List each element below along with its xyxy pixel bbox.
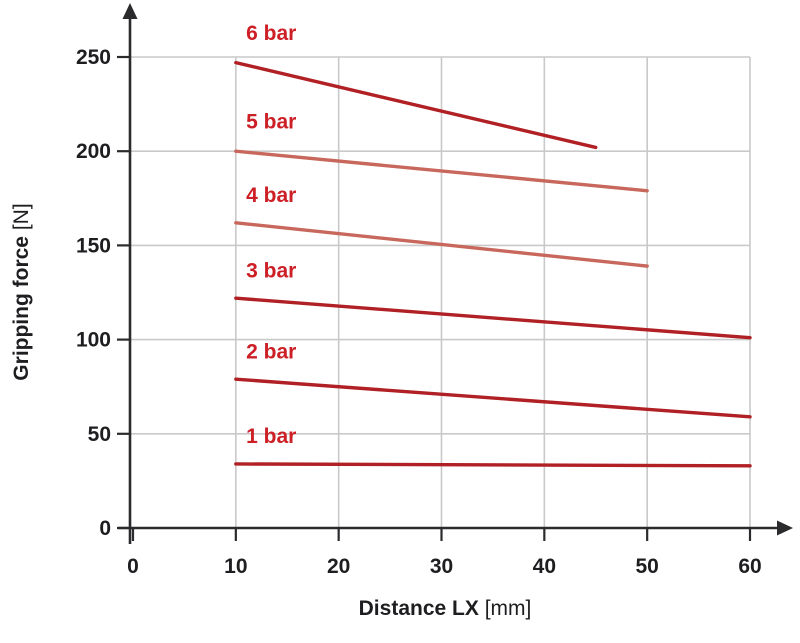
series-label-5-bar: 5 bar bbox=[246, 111, 296, 134]
y-tick-label: 0 bbox=[99, 517, 111, 540]
y-axis-unit: [N] bbox=[10, 203, 33, 231]
series-label-3-bar: 3 bar bbox=[246, 259, 296, 282]
series-label-6-bar: 6 bar bbox=[246, 22, 296, 45]
x-tick-label: 0 bbox=[127, 555, 139, 578]
x-axis-title: Distance LX [mm] bbox=[120, 597, 770, 621]
series-label-2-bar: 2 bar bbox=[246, 340, 296, 363]
y-axis-title: Gripping force [N] bbox=[10, 92, 34, 492]
x-axis-arrow-icon bbox=[777, 520, 793, 536]
y-axis-arrow-icon bbox=[122, 3, 138, 19]
series-label-1-bar: 1 bar bbox=[246, 425, 296, 448]
y-tick-label: 200 bbox=[76, 140, 111, 163]
x-axis-label: Distance LX bbox=[358, 597, 479, 620]
x-tick-label: 60 bbox=[738, 555, 761, 578]
x-tick-label: 40 bbox=[533, 555, 556, 578]
y-axis-label: Gripping force bbox=[10, 236, 33, 381]
series-line-4-bar bbox=[234, 221, 649, 268]
y-tick-label: 250 bbox=[76, 46, 111, 69]
series-line-2-bar bbox=[234, 377, 752, 419]
series-line-3-bar bbox=[234, 296, 752, 340]
y-tick-label: 50 bbox=[88, 423, 111, 446]
series-line-1-bar bbox=[234, 462, 752, 468]
series-line-5-bar bbox=[234, 149, 649, 193]
x-tick-label: 50 bbox=[635, 555, 658, 578]
x-tick-label: 30 bbox=[430, 555, 453, 578]
series-label-4-bar: 4 bar bbox=[246, 184, 296, 207]
x-axis-unit: [mm] bbox=[484, 597, 532, 620]
x-tick-label: 20 bbox=[327, 555, 350, 578]
y-tick-label: 150 bbox=[76, 234, 111, 257]
y-tick-label: 100 bbox=[76, 329, 111, 352]
series-line-6-bar bbox=[234, 60, 598, 150]
x-tick-label: 10 bbox=[224, 555, 247, 578]
